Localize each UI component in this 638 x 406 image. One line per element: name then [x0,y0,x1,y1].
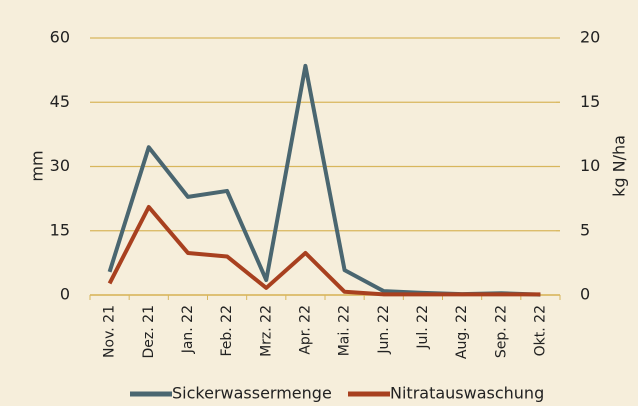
x-tick-label: Sep. 22 [493,305,509,358]
x-tick-label: Aug. 22 [454,305,470,359]
x-tick-label: Okt. 22 [532,305,548,356]
x-tick-label: Jul. 22 [415,305,431,350]
y-tick-label: 45 [50,92,70,111]
x-tick-label: Nov. 21 [102,305,118,358]
y-tick-label: 60 [50,28,70,47]
x-tick-label: Jan. 22 [180,305,196,354]
y2-tick-label: 5 [580,220,590,239]
x-tick-label: Mrz. 22 [258,305,274,357]
y2-tick-label: 0 [580,285,590,304]
y-tick-label: 15 [50,220,70,239]
x-tick-label: Feb. 22 [219,305,235,357]
y-tick-label: 0 [60,285,70,304]
y2-tick-label: 15 [580,92,600,111]
x-tick-label: Apr. 22 [297,305,313,355]
x-tick-label: Dez. 21 [141,305,157,358]
y2-tick-label: 10 [580,156,600,175]
y-axis-label: mm [28,150,47,181]
x-tick-label: Mai. 22 [337,305,353,356]
x-tick-label: Jun. 22 [376,305,392,355]
y-tick-label: 30 [50,156,70,175]
legend-label: Sickerwassermenge [172,384,332,403]
series-line [107,204,541,297]
y2-tick-label: 20 [580,28,600,47]
y2-axis-label: kg N/ha [610,135,629,197]
legend-label: Nitratauswaschung [390,384,544,403]
